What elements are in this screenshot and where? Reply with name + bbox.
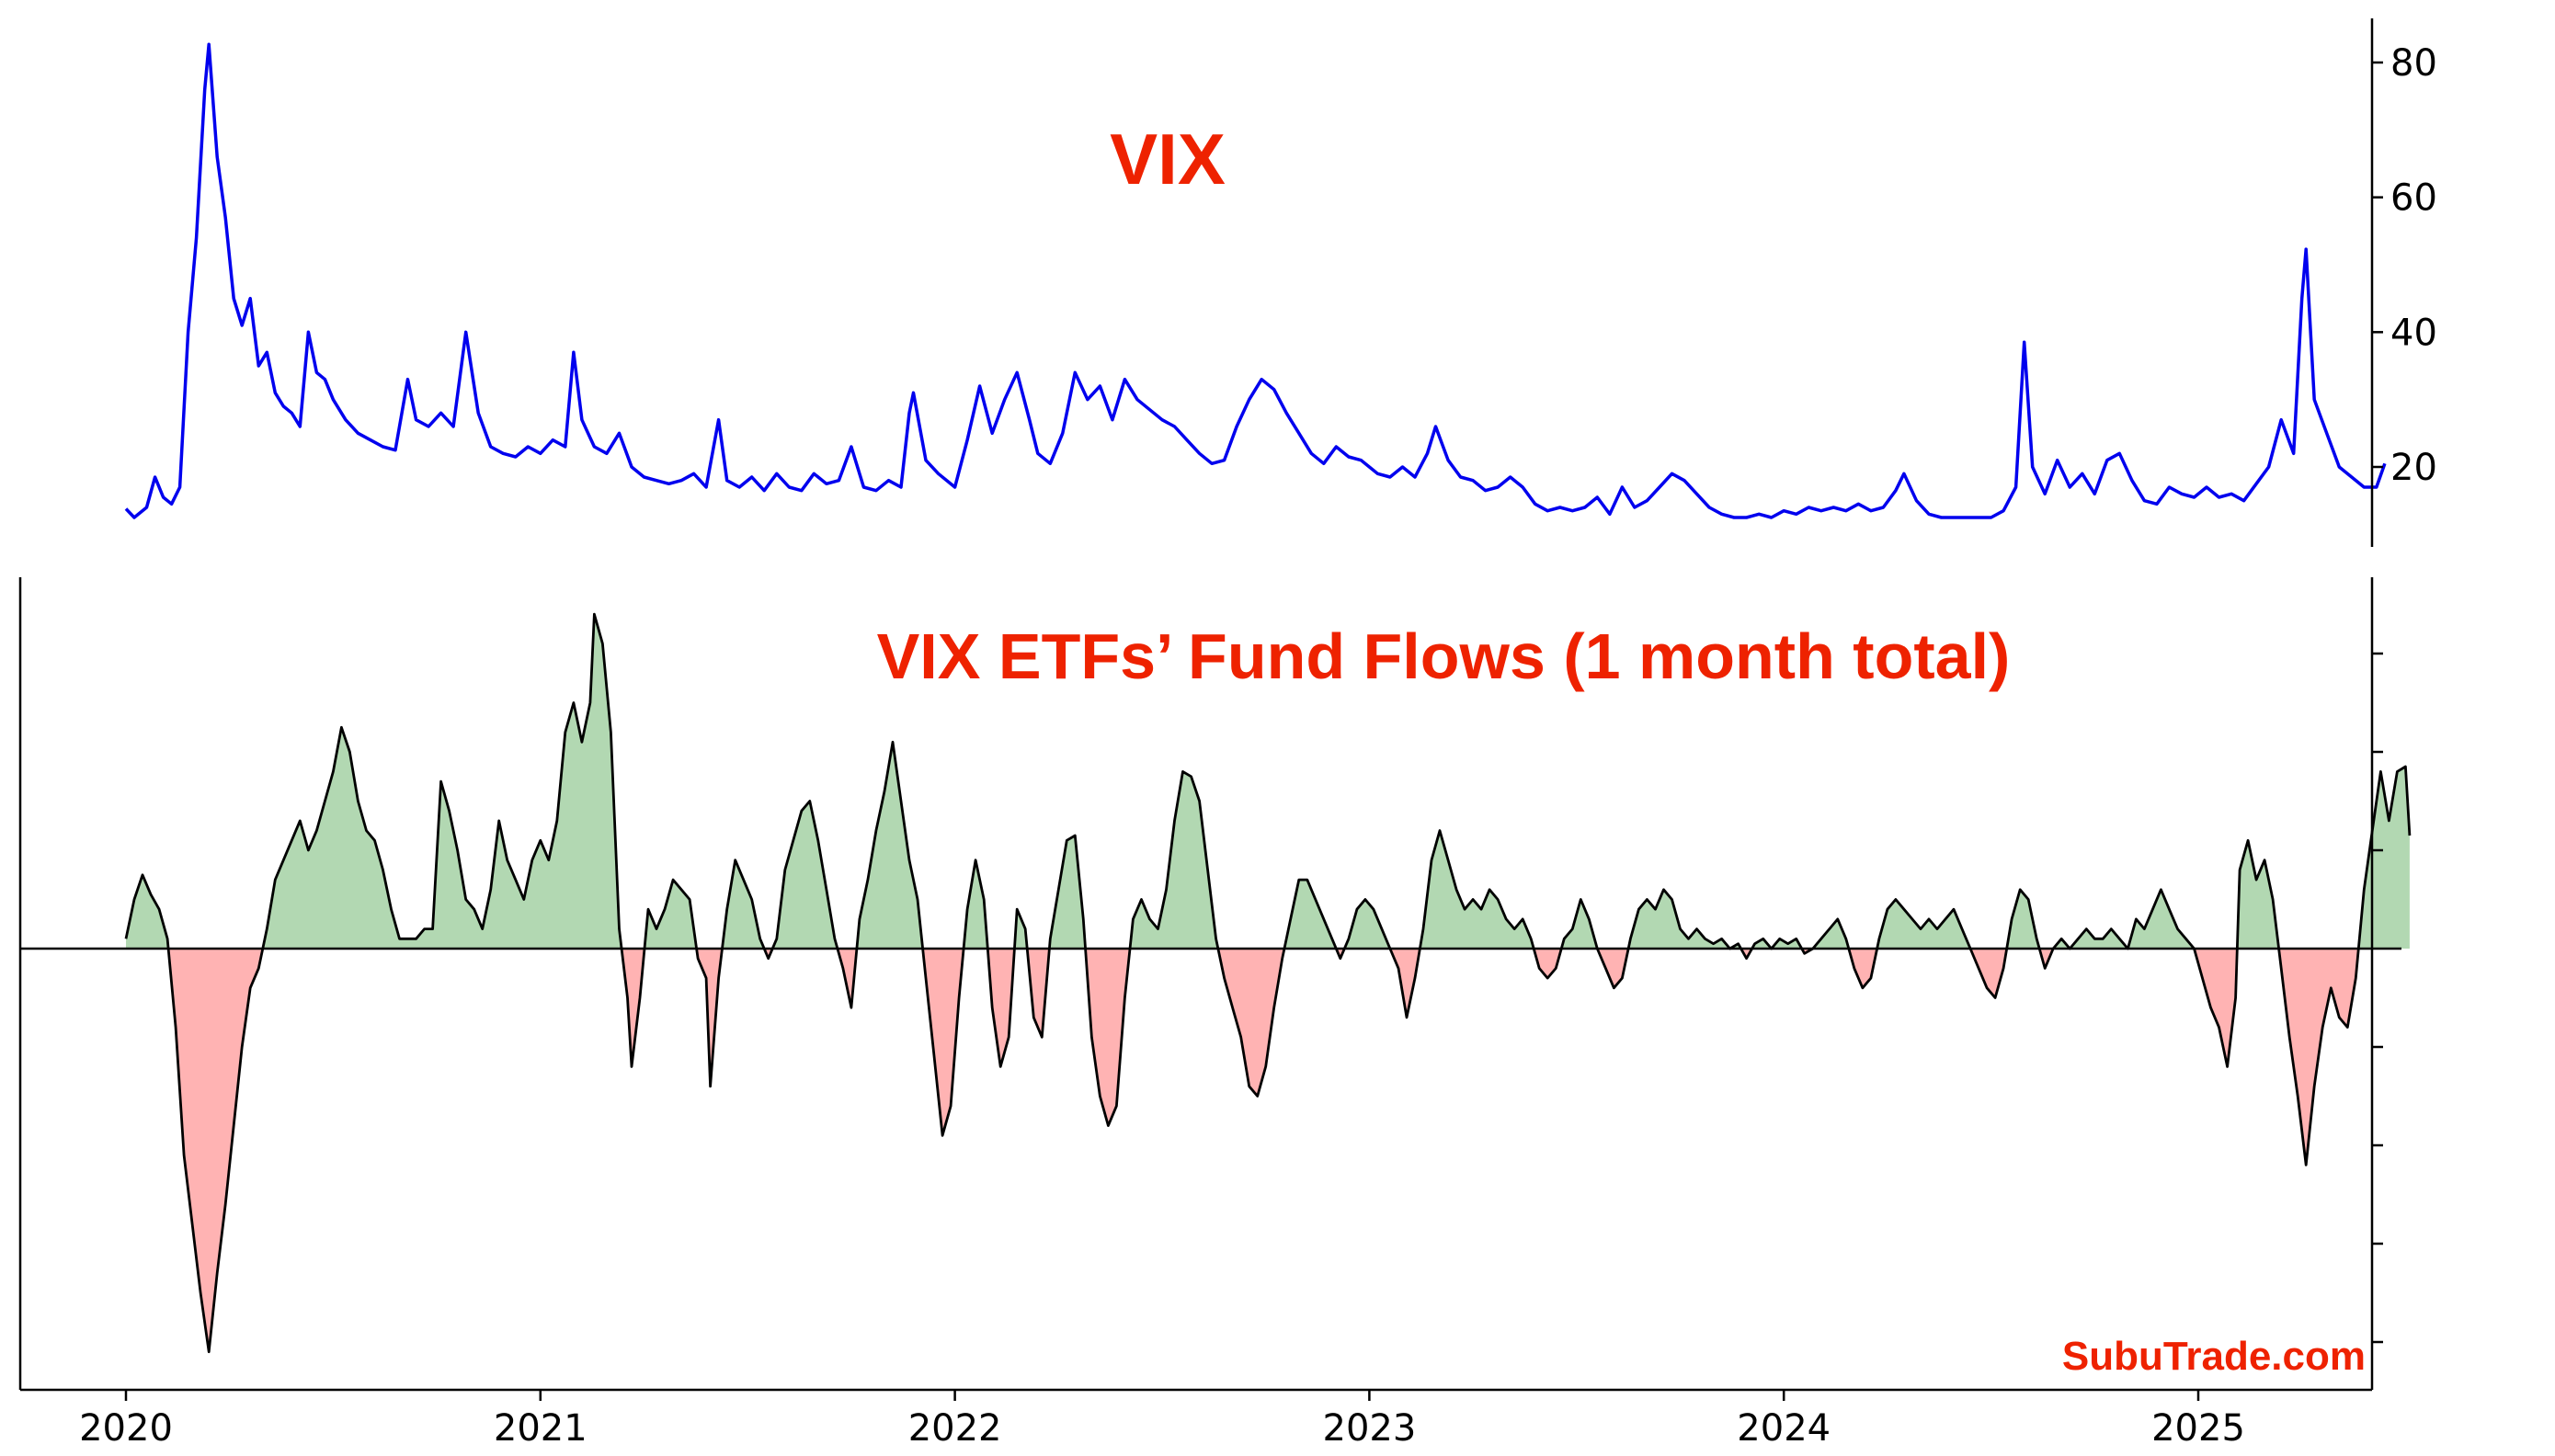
- watermark: SubuTrade.com: [2062, 1334, 2366, 1379]
- x-tick-label: 2020: [79, 1407, 173, 1450]
- x-tick-label: 2023: [1323, 1407, 1417, 1450]
- flows-panel: 2020 2021 2022 2023 2024 2025 VIX ETFs’ Fund …: [18, 577, 2412, 1450]
- vix-y-ticks: 20 40 60 80: [2372, 42, 2437, 489]
- vix-y-tick-label: 80: [2390, 42, 2437, 85]
- vix-y-tick-label: 20: [2390, 447, 2437, 489]
- negative-flows-area: [126, 949, 2410, 1352]
- x-tick-label: 2021: [494, 1407, 587, 1450]
- flows-title: VIX ETFs’ Fund Flows (1 month total): [877, 620, 2011, 692]
- x-tick-label: 2024: [1737, 1407, 1831, 1450]
- vix-panel: 20 40 60 80 VIX: [124, 18, 2437, 547]
- flows-y-ticks: [2372, 652, 2383, 1344]
- x-ticks: 2020 2021 2022 2023 2024 2025: [79, 1390, 2245, 1450]
- vix-y-tick-label: 60: [2390, 177, 2437, 220]
- positive-flows-area: [126, 614, 2410, 949]
- x-tick-label: 2022: [908, 1407, 1002, 1450]
- vix-y-tick-label: 40: [2390, 312, 2437, 354]
- flows-series-line: [124, 612, 2412, 1354]
- vix-title: VIX: [1110, 119, 1226, 199]
- vix-series-line: [124, 42, 2387, 519]
- x-tick-label: 2025: [2151, 1407, 2245, 1450]
